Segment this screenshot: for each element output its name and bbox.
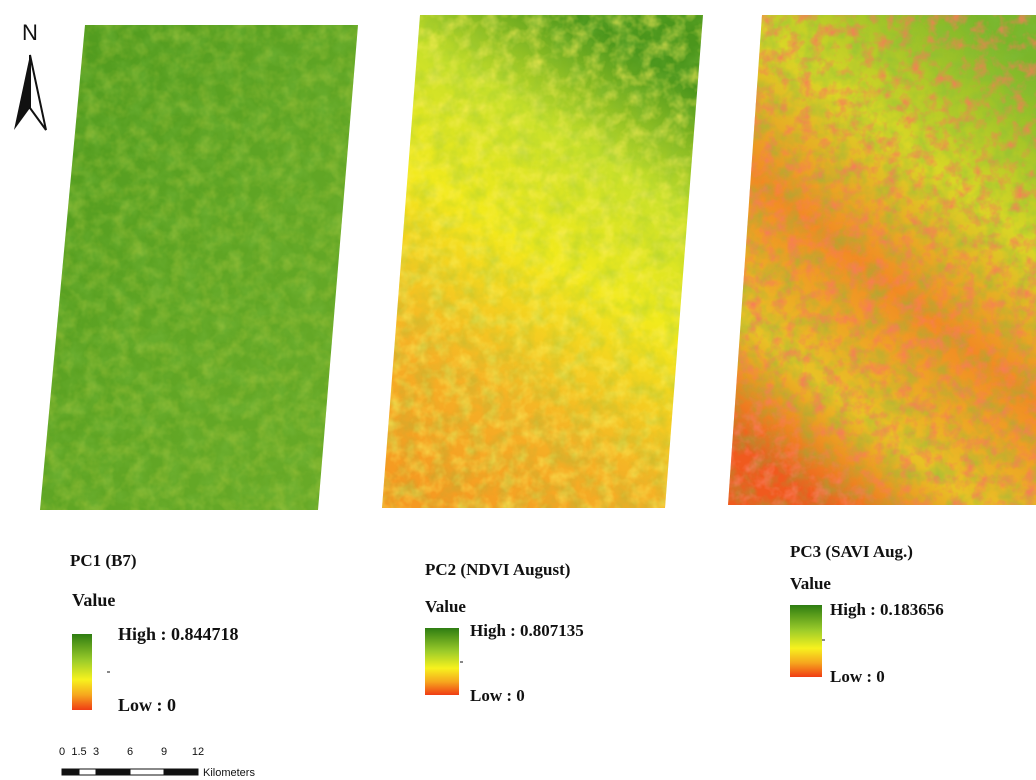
legend-ramp xyxy=(425,628,459,695)
scale-segment xyxy=(130,769,164,775)
panel-title: PC1 (B7) xyxy=(70,551,137,570)
raster-pc3 xyxy=(728,15,1036,505)
legend-pc1: PC1 (B7) Value High : 0.844718 Low : 0 xyxy=(70,551,239,715)
north-label: N xyxy=(22,20,38,45)
legend-high: High : 0.183656 xyxy=(830,600,944,619)
scale-unit: Kilometers xyxy=(203,767,255,779)
legend-low: Low : 0 xyxy=(830,667,885,686)
scale-segment xyxy=(79,769,96,775)
map-figure: N PC1 (B7) Value High : 0.844718 Low : 0… xyxy=(0,0,1036,780)
arrow-left xyxy=(14,55,30,130)
legend-title: Value xyxy=(72,590,115,610)
legend-title: Value xyxy=(425,597,466,616)
legend-pc3: PC3 (SAVI Aug.) Value High : 0.183656 Lo… xyxy=(790,542,944,686)
north-arrow: N xyxy=(14,20,46,130)
scale-tick-label: 3 xyxy=(93,746,99,758)
legend-pc2: PC2 (NDVI August) Value High : 0.807135 … xyxy=(425,560,584,705)
scale-tick-label: 9 xyxy=(161,746,167,758)
scale-tick-label: 1.5 xyxy=(71,746,86,758)
raster-pc2 xyxy=(382,15,703,508)
arrow-right xyxy=(30,55,46,130)
legend-high: High : 0.807135 xyxy=(470,621,584,640)
legend-ramp xyxy=(790,605,822,677)
scale-segment xyxy=(96,769,130,775)
scale-bar: Kilometers 0 1.5 3 6 9 12 xyxy=(59,746,256,779)
legend-low: Low : 0 xyxy=(470,686,525,705)
legend-low: Low : 0 xyxy=(118,695,176,715)
legend-title: Value xyxy=(790,574,831,593)
scale-tick-label: 0 xyxy=(59,746,65,758)
panel-title: PC2 (NDVI August) xyxy=(425,560,570,579)
scale-tick-label: 6 xyxy=(127,746,133,758)
legend-ramp xyxy=(72,634,92,710)
scale-segment xyxy=(164,769,198,775)
scale-segment xyxy=(62,769,79,775)
raster-pc1 xyxy=(40,25,358,510)
legend-high: High : 0.844718 xyxy=(118,624,239,644)
panel-title: PC3 (SAVI Aug.) xyxy=(790,542,913,561)
scale-tick-label: 12 xyxy=(192,746,204,758)
